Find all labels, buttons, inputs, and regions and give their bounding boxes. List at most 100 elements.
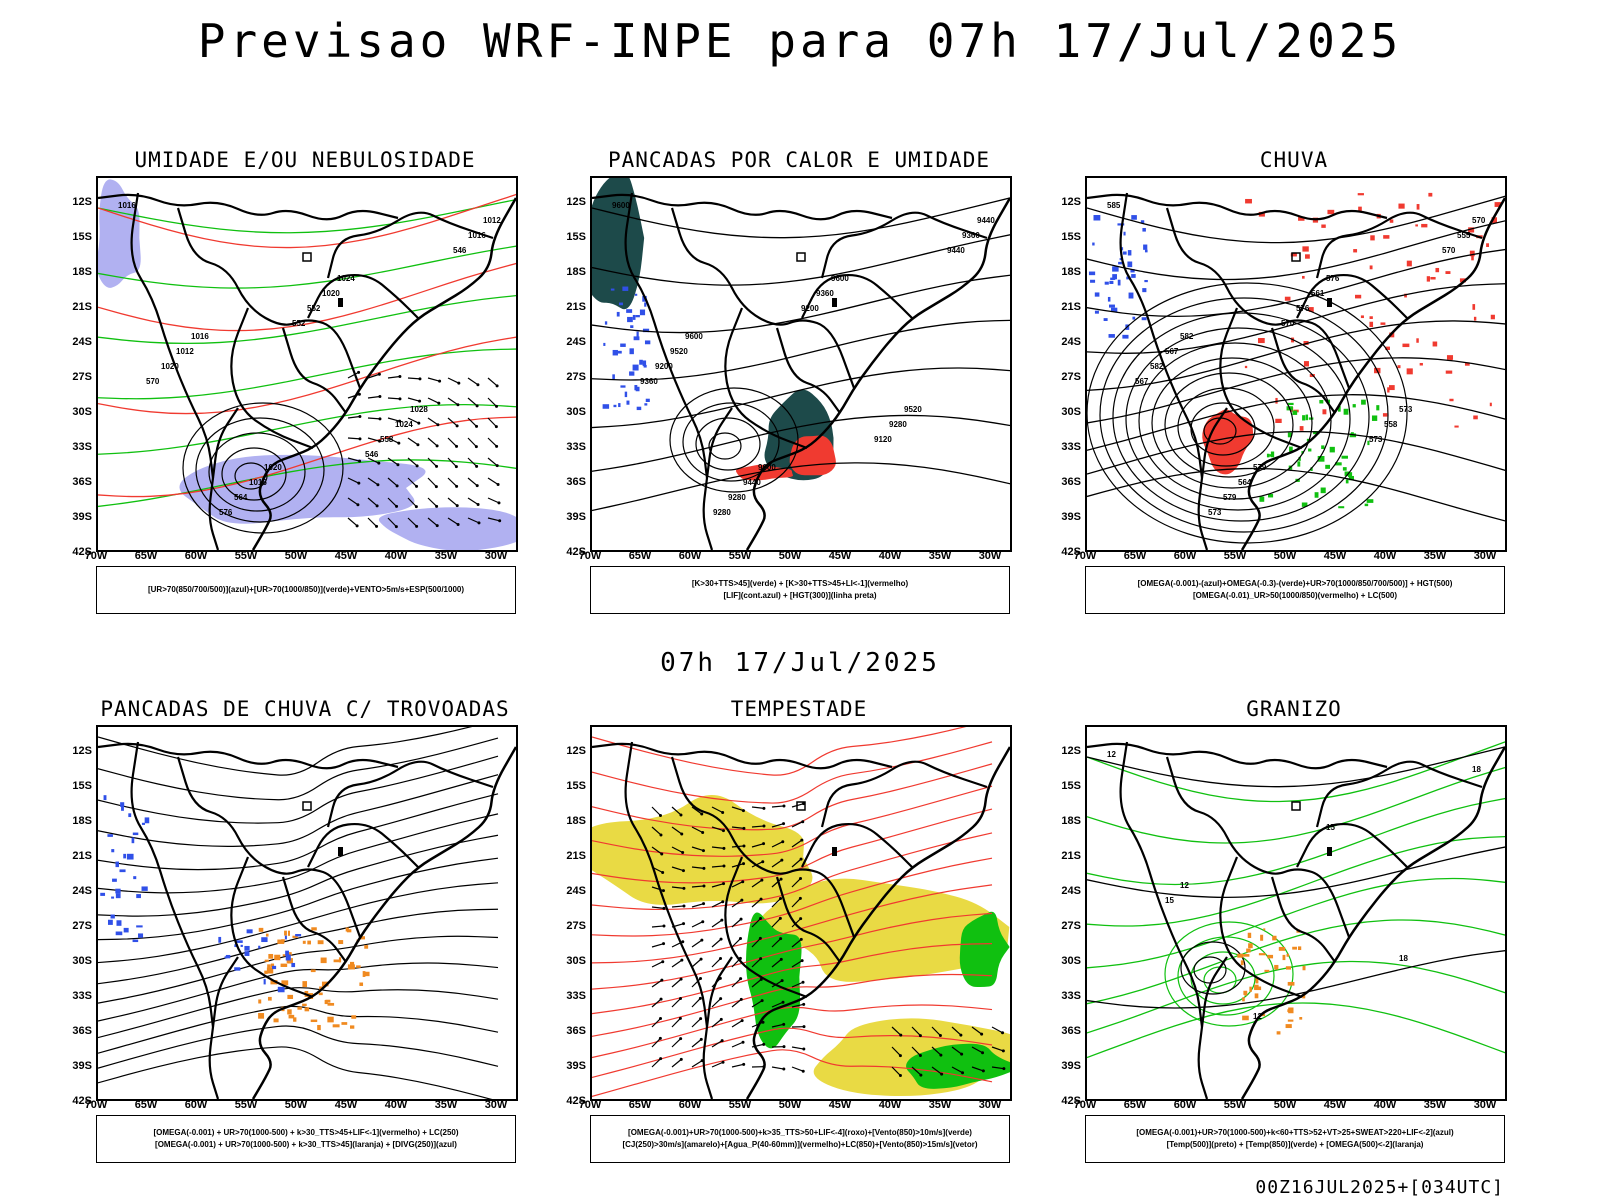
lat-tick-label: 12S (72, 196, 92, 208)
contour-label: 9520 (670, 347, 688, 356)
contour-label: 9200 (801, 304, 819, 313)
height-500-contour (1087, 394, 1505, 451)
wind-vector (931, 1046, 942, 1056)
wind-vector (740, 898, 744, 902)
state-border (724, 856, 808, 999)
contour-label: 552 (292, 319, 306, 328)
humidity-low-contour (98, 294, 516, 345)
wind-vector (415, 524, 419, 528)
rain-area (1406, 260, 1412, 267)
streamline-850 (592, 857, 993, 937)
lat-tick-label: 15S (566, 231, 586, 243)
hail-omega-area (1242, 997, 1245, 1002)
wind-vector (721, 829, 725, 833)
wind-vector (367, 373, 380, 379)
wind-vector (721, 900, 725, 904)
wind-vector (347, 371, 359, 379)
divergence-contour (141, 822, 145, 825)
rain-omega-area (1112, 274, 1117, 280)
rain-omega-area (1317, 455, 1325, 462)
wind-vector (771, 1066, 784, 1070)
lat-tick-label: 36S (72, 476, 92, 488)
wind-vector (691, 1018, 702, 1028)
thickness-contour (98, 336, 516, 415)
hail-omega-area (1287, 1009, 1292, 1013)
wind-vector (731, 826, 744, 829)
height-500-contour (1087, 283, 1505, 354)
state-border (130, 741, 215, 1028)
lon-tick-label: 55W (234, 550, 258, 562)
wind-vector (447, 437, 457, 447)
rain-area (1360, 315, 1364, 319)
state-border (1087, 193, 1388, 221)
contour-label: 9440 (947, 246, 965, 255)
divergence-contour (244, 951, 250, 956)
contour-label: 567 (1135, 377, 1149, 386)
temp-850-contour (1087, 1002, 1505, 1059)
wind-vector (780, 858, 784, 862)
lat-tick-label: 27S (1061, 920, 1081, 932)
wind-vector (435, 524, 439, 528)
wind-vector (651, 806, 661, 816)
thunderstorm-area (267, 996, 272, 1001)
lake-marker (302, 801, 312, 811)
rain-area (1298, 216, 1305, 221)
wind-vector (671, 886, 684, 889)
height-500-contour (1177, 387, 1275, 467)
wind-vector (739, 917, 743, 921)
wind-vector (691, 866, 704, 869)
wind-vector (740, 1019, 744, 1023)
thunderstorm-area (287, 958, 293, 964)
height-500-contour (1087, 430, 1505, 475)
rain-omega-area (1361, 399, 1366, 405)
rain-omega-area (1313, 431, 1320, 435)
wind-vector (418, 399, 422, 403)
wind-vector (356, 503, 360, 507)
thunderstorm-area (293, 1017, 297, 1022)
hail-omega-area (1242, 1015, 1249, 1021)
thickness-contour (98, 193, 516, 249)
thunderstorm-area (281, 980, 289, 986)
contour-label: 1012 (483, 216, 501, 225)
rain-omega-area (1287, 402, 1294, 406)
state-border (307, 274, 419, 319)
lifted-index-contour (613, 404, 617, 408)
thunderstorm-area (327, 1002, 335, 1006)
lake-marker (1327, 847, 1332, 856)
wind-vector (759, 957, 763, 961)
state-border (1165, 756, 1351, 938)
wind-vector (721, 811, 725, 815)
wind-vector (939, 1053, 943, 1057)
thunderstorm-area (302, 1003, 307, 1007)
wind-vector (691, 806, 703, 815)
rain-omega-area (1144, 249, 1148, 253)
thunderstorm-area (321, 981, 329, 987)
rain-area (1383, 235, 1390, 239)
contour-label: 564 (234, 493, 248, 502)
wind-vector (699, 1017, 703, 1021)
lat-tick-label: 27S (1061, 371, 1081, 383)
wind-vector (771, 938, 782, 948)
thunderstorm-area (304, 1007, 310, 1012)
contour-label: 1020 (322, 289, 340, 298)
rain-area (1382, 413, 1388, 417)
lat-tick-label: 15S (1061, 231, 1081, 243)
hail-omega-area (1287, 981, 1295, 986)
rain-omega-area (1103, 318, 1108, 321)
wind-vector (691, 826, 703, 834)
wind-vector (720, 918, 724, 922)
rain-area (1245, 198, 1252, 204)
wind-vector (758, 936, 762, 940)
state-border (1296, 274, 1408, 319)
rain-area (1308, 307, 1314, 312)
divergence-contour (235, 940, 243, 943)
streamline-250 (98, 1025, 499, 1069)
wind-vector (455, 484, 459, 488)
rain-omega-area (1117, 223, 1125, 226)
height-500-contour (1087, 467, 1505, 522)
thunderstorm-area (333, 959, 340, 963)
wind-vector (741, 880, 745, 884)
lifted-index-contour (626, 400, 630, 405)
wind-vector (671, 826, 683, 835)
lat-tick-label: 27S (72, 371, 92, 383)
